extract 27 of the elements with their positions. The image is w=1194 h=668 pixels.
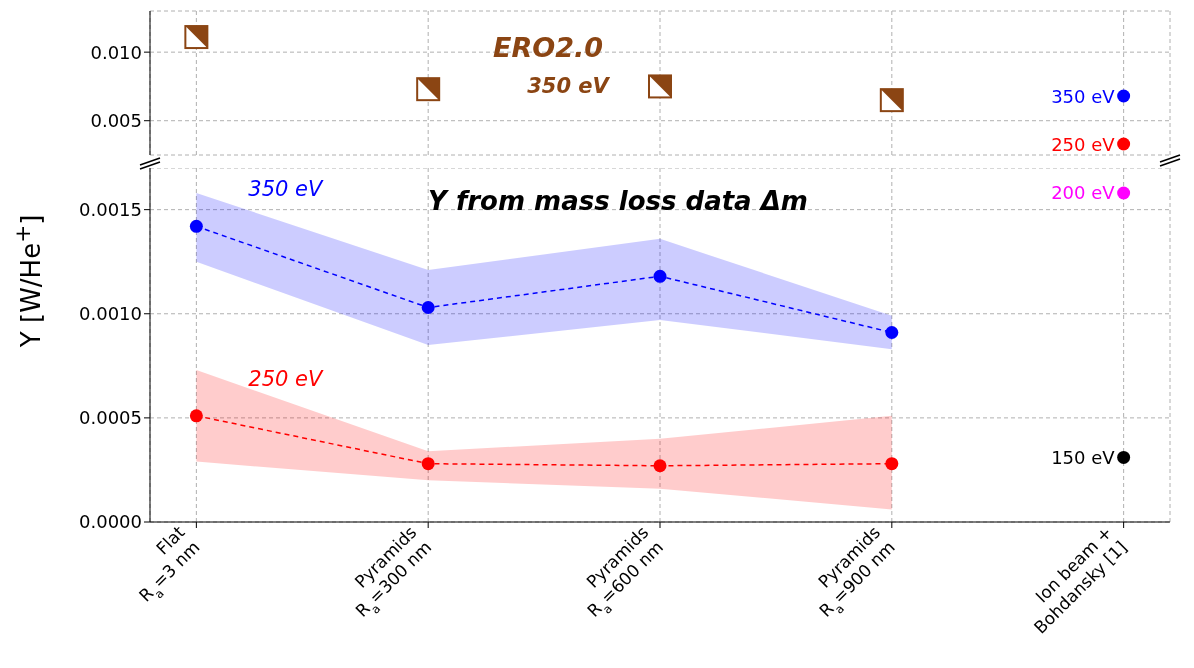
point <box>189 409 203 423</box>
annotation: 350 eV <box>526 74 611 98</box>
series-label: 350 eV <box>1051 85 1116 107</box>
y-tick-label: 0.0000 <box>79 511 142 533</box>
series-label: 200 eV <box>1051 182 1116 204</box>
text: Y from mass loss data Δm <box>427 186 809 216</box>
y-tick-label: 0.010 <box>90 41 142 63</box>
series-label: ERO2.0 <box>492 32 604 63</box>
point <box>1117 89 1131 103</box>
point <box>1117 137 1131 151</box>
series-label: 250 eV <box>248 366 325 391</box>
y-tick-label: 0.0015 <box>79 199 142 221</box>
y-tick-label: 0.0010 <box>79 303 142 325</box>
point <box>885 326 899 340</box>
point <box>189 219 203 233</box>
series-label: 350 eV <box>248 177 325 202</box>
series-label: 250 eV <box>1051 133 1116 155</box>
point <box>653 459 667 473</box>
point <box>421 457 435 471</box>
y-tick-label: 0.005 <box>90 110 142 132</box>
point <box>653 269 667 283</box>
point <box>1117 450 1131 464</box>
point <box>1117 186 1131 200</box>
point <box>885 457 899 471</box>
y-tick-label: 0.0005 <box>79 407 142 429</box>
point <box>421 301 435 315</box>
series-label: 150 eV <box>1051 446 1116 468</box>
